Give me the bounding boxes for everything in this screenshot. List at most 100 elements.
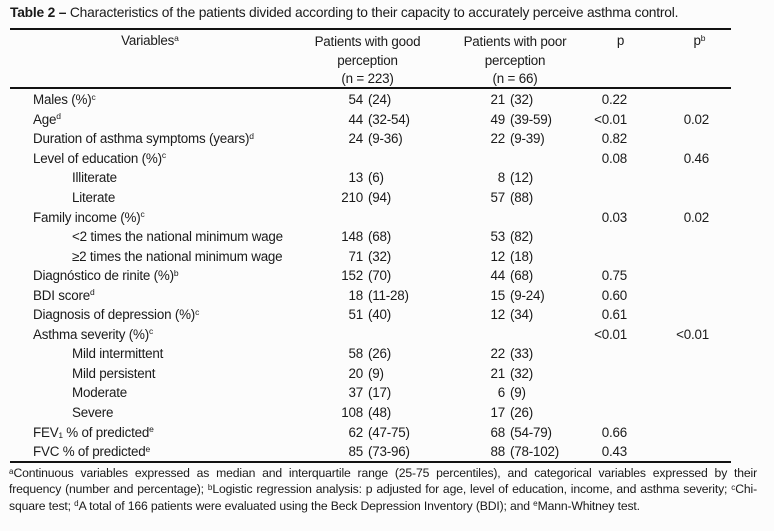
good-perception-value: 13 (6) [348,170,384,186]
row-label: Family income (%)c [33,209,145,225]
footnote-marker: d [56,111,61,122]
p-value: 0.60 [601,287,627,303]
footnote-marker: a [9,466,14,476]
table-row: Mild intermittent 58 (26) 22 (33) [10,344,731,364]
adjusted-p-value: 0.02 [683,209,709,225]
good-perception-value: 148 (68) [341,229,392,245]
good-perception-value: 51 (40) [348,307,392,323]
good-perception-value: 58 (26) [348,346,392,362]
header-poor-perception: Patients with poor perception (n = 66) [463,34,567,87]
footnote-segment: A total of 166 patients were evaluated u… [78,498,534,513]
poor-perception-value: 15 (9-24) [490,287,545,303]
table-row: Duration of asthma symptoms (years)d 24 (9… [10,129,731,149]
footnote-segment: Mann-Whitney test. [537,498,640,513]
good-perception-value: 85 (73-96) [348,444,410,460]
table-row: Mild persistent 20 (9) 21 (32) [10,364,731,384]
footnote-marker: c [91,91,96,102]
footnote-marker: e [533,499,538,509]
row-label: Diagnóstico de rinite (%)b [33,267,179,284]
p-value: 0.75 [601,268,627,284]
row-label: Males (%)c [33,91,96,108]
poor-perception-value: 17 (26) [490,405,534,421]
good-perception-value [290,210,445,225]
poor-perception-value: 57 (88) [490,190,534,205]
table-row: <2 times the national minimum wage 148 (68… [10,227,731,247]
poor-perception-value [445,327,585,342]
table-body: Males (%)c 54 (24) 21 (32) 0.22 Aged 44 (32-54) 4… [10,90,731,461]
rule-top [10,28,731,30]
rule-bottom [10,461,731,463]
poor-perception-value: 8 (12) [497,170,534,186]
table-row: ≥2 times the national minimum wage 71 (32)… [10,246,731,266]
poor-perception-value: 44 (68) [490,268,534,284]
p-value: 0.43 [601,444,627,460]
p-value: 0.08 [601,150,627,166]
adjusted-p-value: 0.46 [683,150,709,166]
poor-perception-value: 68 (54-79) [490,424,552,440]
good-perception-value [290,151,445,166]
row-label: Literate [72,190,116,205]
row-label: BDI scored [33,287,95,303]
table-row: Diagnóstico de rinite (%)b 152 (70) 44 (68) 0… [10,266,731,286]
table-header: Variablesa Patients with good perception… [10,33,731,89]
adjusted-p-value: <0.01 [676,326,709,342]
poor-perception-value: 49 (39-59) [490,111,552,127]
p-value: 0.03 [601,209,627,225]
footnote-marker: b [207,482,213,492]
footnote-text: aContinuous variables expressed as media… [9,466,757,515]
table-row: FVC % of predictede 85 (73-96) 88 (78-102) 0.… [10,442,731,462]
good-perception-value: 71 (32) [348,248,392,264]
header-p: p [616,33,625,48]
footnote-marker: c [140,209,145,220]
poor-perception-value: 88 (78-102) [490,444,560,460]
p-value: <0.01 [594,111,627,127]
footnote-marker: d [249,130,254,141]
table-row: Illiterate 13 (6) 8 (12) [10,168,731,188]
poor-perception-value: 12 (34) [490,307,534,323]
p-value: 0.66 [601,424,627,440]
row-label: <2 times the national minimum wage [72,229,283,245]
footnote-segment: Logistic regression analysis: p adjusted… [212,482,732,497]
table-row: Moderate 37 (17) 6 (9) [10,383,731,403]
footnote-marker: e [149,424,154,435]
table-title: Table 2 – Characteristics of the patient… [10,5,678,20]
row-label: Moderate [72,385,127,401]
footnote-marker: c [195,306,200,317]
poor-perception-value [445,151,585,166]
good-perception-value: 18 (11-28) [348,287,409,303]
poor-perception-value: 12 (18) [490,248,534,264]
adjusted-p-value: 0.02 [683,111,709,127]
p-value: <0.01 [594,326,627,342]
row-label: Mild persistent [72,365,156,381]
p-value: 0.22 [601,92,627,108]
row-label: Level of education (%)c [33,150,167,166]
footnotes: aContinuous variables expressed as media… [9,466,757,515]
footnote-segment: Chi-square test; [9,482,757,513]
row-label: Illiterate [72,170,117,186]
row-label: FVC % of predictede [33,443,151,460]
good-perception-value: 152 (70) [341,268,392,284]
rule-header [10,87,731,89]
table-row: BDI scored 18 (11-28) 15 (9-24) 0.60 [10,285,731,305]
superscript-a: a [174,32,179,43]
row-label: ≥2 times the national minimum wage [72,248,283,264]
superscript-b: b [700,32,706,43]
good-perception-value: 37 (17) [348,385,392,401]
footnote-marker: c [149,326,154,337]
good-perception-value: 44 (32-54) [348,111,410,127]
header-variables: Variablesa [121,32,179,49]
table-row: Asthma severity (%)c <0.01 <0.01 [10,325,731,345]
table-row: Severe 108 (48) 17 (26) [10,403,731,423]
table-row: FEV₁ % of predictede 62 (47-75) 68 (54-79) 0.… [10,422,731,442]
table-number: Table 2 – [10,5,67,20]
good-perception-value: 24 (9-36) [348,131,403,147]
table-caption: Characteristics of the patients divided … [69,5,679,20]
good-perception-value: 62 (47-75) [348,424,410,440]
footnote-segment: Continuous variables expressed as median… [9,466,757,497]
row-label: Asthma severity (%)c [33,326,154,342]
p-value: 0.82 [601,131,627,147]
footnote-marker: d [74,499,79,509]
good-perception-value: 108 (48) [341,405,392,421]
header-good-perception: Patients with good perception (n = 223) [314,34,421,87]
footnote-marker: e [145,443,151,454]
